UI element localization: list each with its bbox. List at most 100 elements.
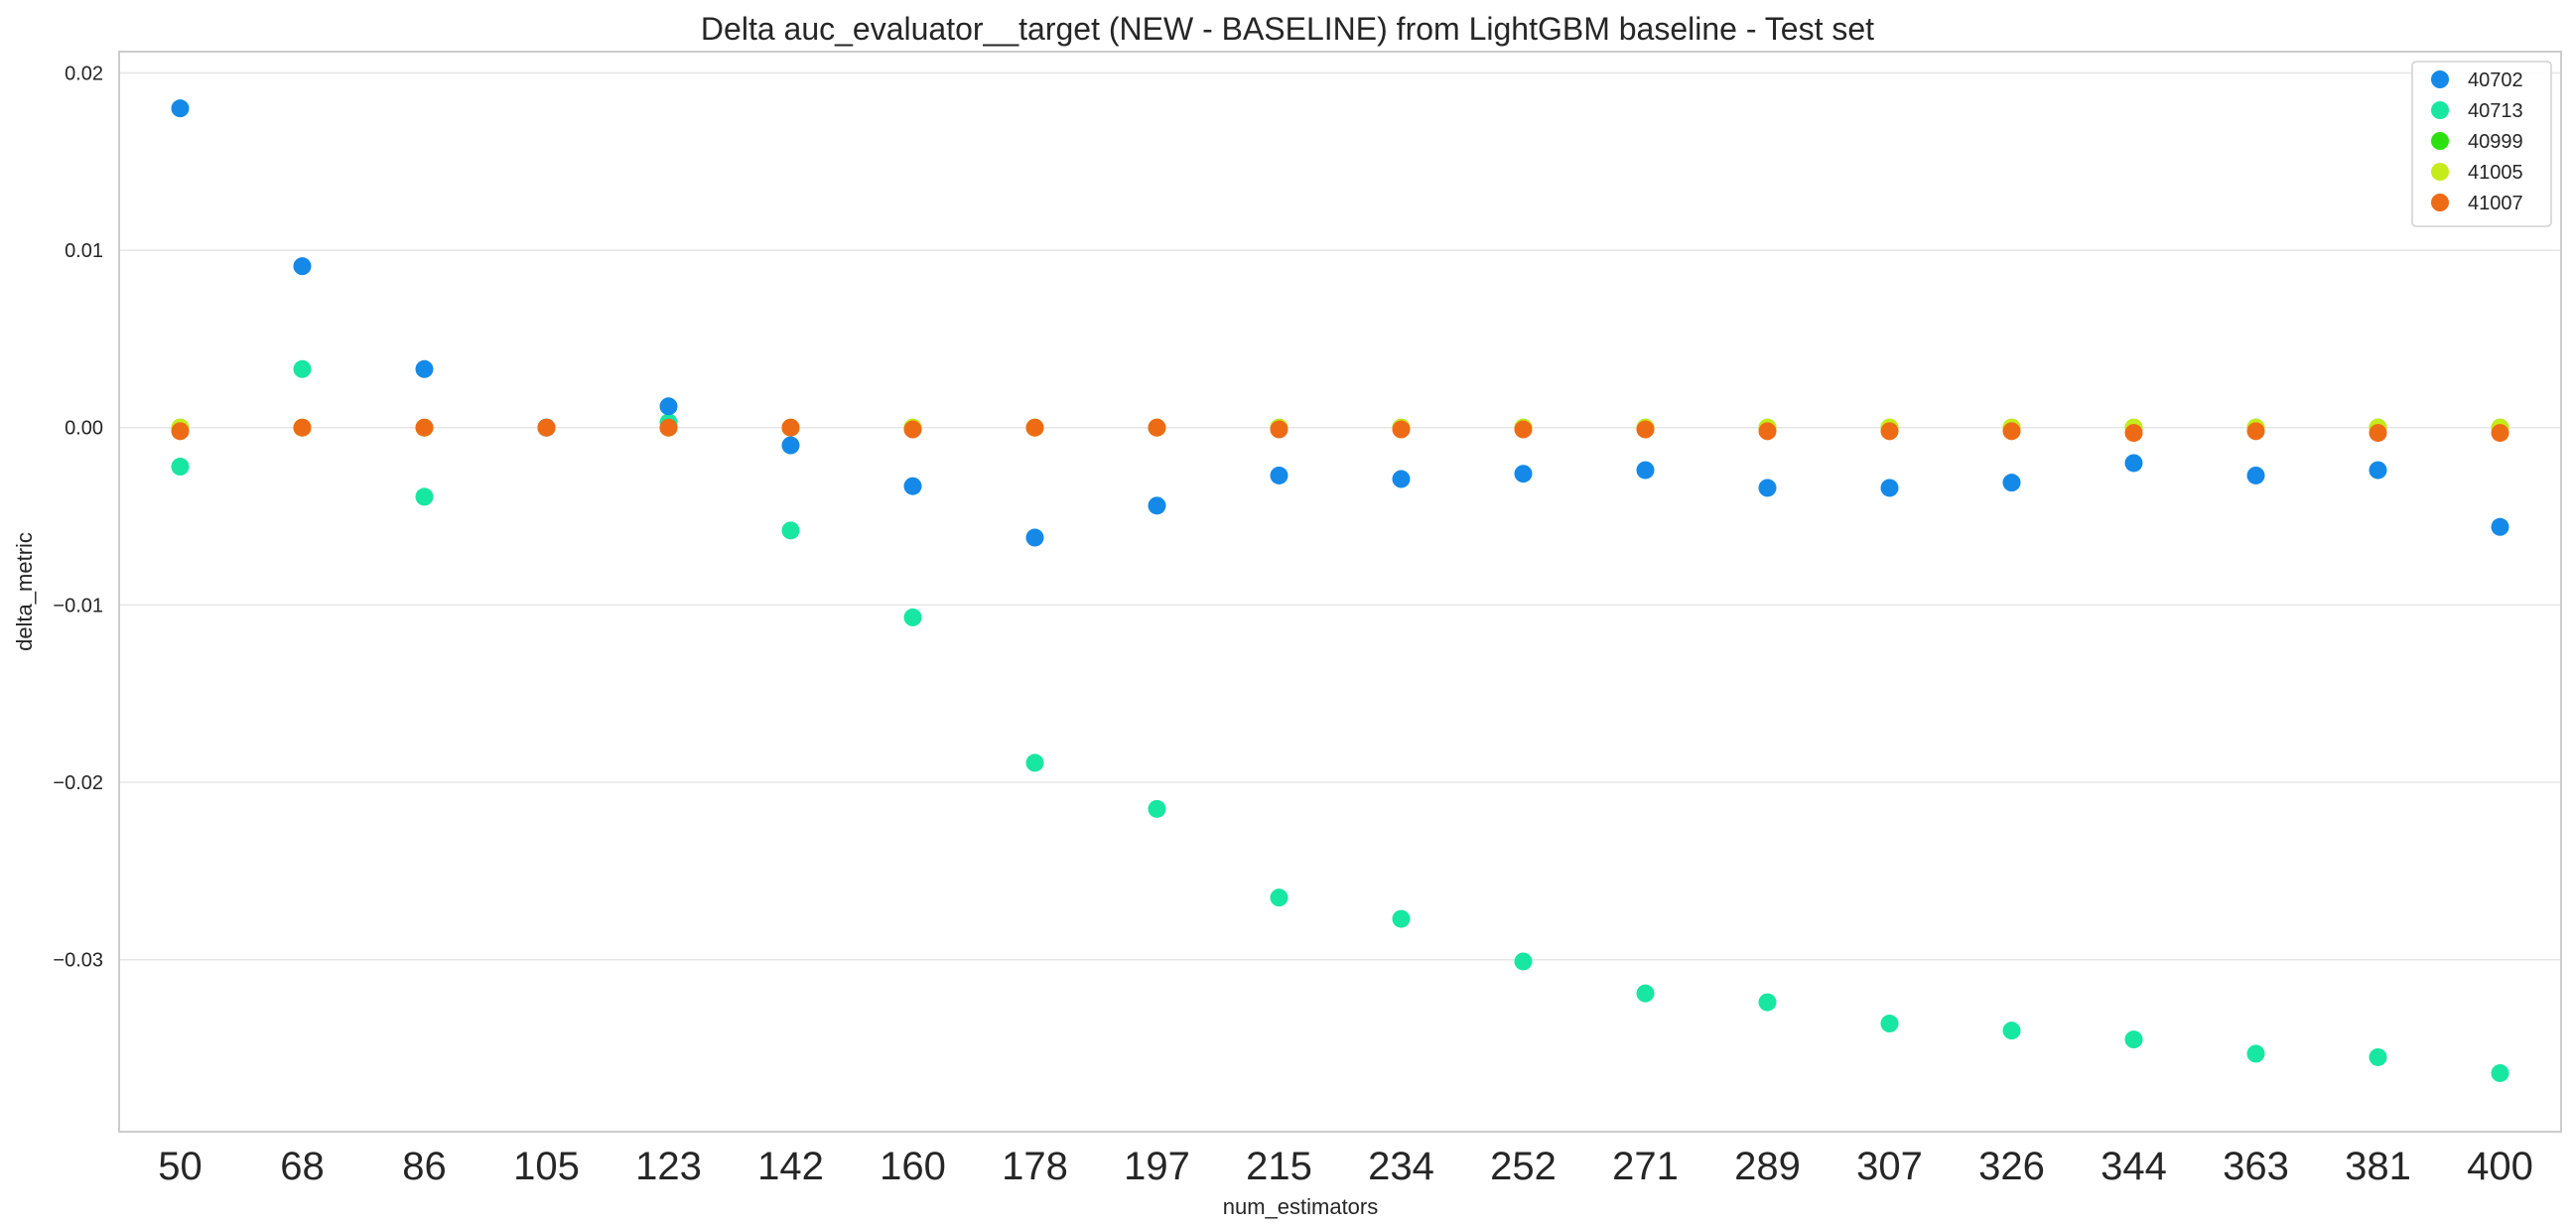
data-point-41007 bbox=[2491, 424, 2509, 443]
data-point-41007 bbox=[2246, 422, 2265, 441]
data-point-40713 bbox=[2491, 1064, 2509, 1083]
data-point-41007 bbox=[1636, 420, 1655, 439]
y-tick-label: −0.02 bbox=[53, 772, 103, 794]
data-point-40702 bbox=[415, 359, 434, 378]
legend-marker bbox=[2431, 132, 2449, 150]
data-point-41007 bbox=[1514, 420, 1533, 439]
legend: 40702 40713 40999 41005 41007 bbox=[2411, 61, 2552, 227]
data-points bbox=[171, 99, 2509, 1083]
data-point-40702 bbox=[2002, 474, 2021, 492]
data-point-40702 bbox=[1392, 470, 1411, 488]
x-axis-ticks: 50 68 86 105 123 142 160 178 197 215 234 252 271 289 3… bbox=[158, 1145, 2533, 1188]
data-point-41007 bbox=[2002, 422, 2021, 441]
y-tick-label: 0.01 bbox=[65, 240, 103, 262]
x-tick-label: 50 bbox=[158, 1145, 203, 1188]
y-axis-label: delta_metric bbox=[12, 532, 37, 651]
x-tick-label: 252 bbox=[1490, 1145, 1557, 1188]
x-tick-label: 123 bbox=[635, 1145, 702, 1188]
y-tick-label: 0.00 bbox=[65, 418, 103, 440]
data-point-41007 bbox=[293, 418, 312, 437]
x-axis-label: num_estimators bbox=[1223, 1194, 1379, 1219]
data-point-40713 bbox=[1514, 952, 1533, 971]
legend-label: 40713 bbox=[2468, 100, 2523, 122]
data-point-40713 bbox=[293, 359, 312, 378]
legend-box bbox=[2411, 61, 2552, 227]
legend-marker bbox=[2431, 163, 2449, 181]
data-point-40702 bbox=[171, 99, 190, 118]
data-point-40702 bbox=[2124, 454, 2143, 473]
chart-title: Delta auc_evaluator__target (NEW - BASEL… bbox=[701, 11, 1874, 47]
legend-label: 41007 bbox=[2468, 193, 2523, 214]
data-point-40713 bbox=[1758, 993, 1777, 1012]
x-tick-label: 307 bbox=[1856, 1145, 1923, 1188]
x-tick-label: 197 bbox=[1124, 1145, 1190, 1188]
x-tick-label: 400 bbox=[2467, 1145, 2533, 1188]
data-point-41007 bbox=[781, 418, 800, 437]
data-point-40702 bbox=[1148, 496, 1166, 515]
x-tick-label: 289 bbox=[1734, 1145, 1801, 1188]
data-point-40713 bbox=[1270, 888, 1288, 907]
x-tick-label: 142 bbox=[757, 1145, 824, 1188]
data-point-41007 bbox=[1758, 422, 1777, 441]
data-point-40713 bbox=[2369, 1047, 2387, 1066]
data-point-40702 bbox=[781, 436, 800, 455]
data-point-40713 bbox=[2124, 1030, 2143, 1049]
data-point-40702 bbox=[2369, 461, 2387, 479]
data-point-40702 bbox=[1758, 478, 1777, 497]
data-point-40702 bbox=[1514, 465, 1533, 483]
data-point-40702 bbox=[293, 257, 312, 276]
data-point-40702 bbox=[1636, 461, 1655, 479]
data-point-41007 bbox=[537, 418, 556, 437]
data-point-40713 bbox=[903, 608, 922, 626]
data-point-40702 bbox=[1270, 466, 1288, 484]
x-tick-label: 363 bbox=[2223, 1145, 2289, 1188]
data-point-40713 bbox=[2002, 1022, 2021, 1040]
data-point-41007 bbox=[1392, 420, 1411, 439]
data-point-40713 bbox=[1148, 799, 1166, 818]
legend-marker bbox=[2431, 194, 2449, 211]
grid-lines bbox=[119, 71, 2561, 961]
legend-marker bbox=[2431, 101, 2449, 119]
legend-label: 40702 bbox=[2468, 69, 2523, 91]
data-point-41007 bbox=[2369, 424, 2387, 443]
legend-label: 40999 bbox=[2468, 131, 2523, 153]
y-tick-label: −0.01 bbox=[53, 595, 103, 616]
data-point-41007 bbox=[415, 418, 434, 437]
legend-marker bbox=[2431, 70, 2449, 88]
data-point-41007 bbox=[903, 420, 922, 439]
x-tick-label: 234 bbox=[1368, 1145, 1434, 1188]
data-point-41007 bbox=[1025, 418, 1044, 437]
data-point-41007 bbox=[659, 418, 678, 437]
data-point-40713 bbox=[1025, 753, 1044, 772]
y-tick-label: −0.03 bbox=[53, 950, 103, 972]
x-tick-label: 178 bbox=[1002, 1145, 1068, 1188]
data-point-41007 bbox=[1270, 420, 1288, 439]
x-tick-label: 381 bbox=[2345, 1145, 2411, 1188]
data-point-40702 bbox=[2246, 466, 2265, 484]
data-point-41007 bbox=[2124, 424, 2143, 443]
data-point-40713 bbox=[2246, 1044, 2265, 1063]
data-point-40702 bbox=[1880, 478, 1899, 497]
data-point-40713 bbox=[781, 521, 800, 540]
x-tick-label: 68 bbox=[280, 1145, 325, 1188]
data-point-40713 bbox=[1880, 1015, 1899, 1033]
x-tick-label: 160 bbox=[880, 1145, 946, 1188]
y-axis-ticks: 0.02 0.01 0.00 −0.01 −0.02 −0.03 bbox=[53, 63, 103, 971]
data-point-40713 bbox=[1392, 909, 1411, 928]
x-tick-label: 215 bbox=[1246, 1145, 1312, 1188]
x-tick-label: 86 bbox=[402, 1145, 447, 1188]
x-tick-label: 271 bbox=[1612, 1145, 1679, 1188]
data-point-40713 bbox=[171, 458, 190, 477]
data-point-40702 bbox=[659, 397, 678, 416]
data-point-40702 bbox=[2491, 517, 2509, 536]
data-point-41007 bbox=[171, 422, 190, 441]
data-point-40713 bbox=[415, 487, 434, 506]
data-point-40702 bbox=[903, 477, 922, 495]
y-tick-label: 0.02 bbox=[65, 63, 103, 84]
x-tick-label: 105 bbox=[513, 1145, 580, 1188]
data-point-41007 bbox=[1148, 418, 1166, 437]
legend-label: 41005 bbox=[2468, 162, 2523, 184]
data-point-40713 bbox=[1636, 984, 1655, 1003]
data-point-40702 bbox=[1025, 528, 1044, 547]
